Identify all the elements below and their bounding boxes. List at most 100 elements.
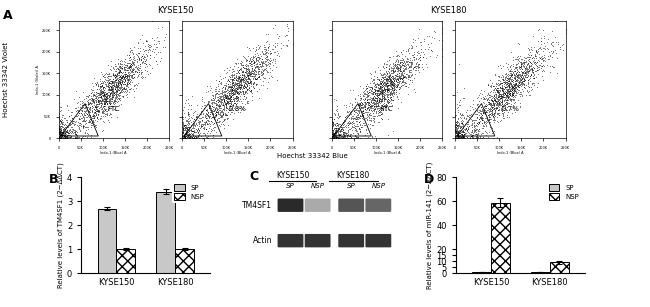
Point bbox=[106, 90, 116, 95]
Point bbox=[397, 78, 408, 83]
Point bbox=[227, 84, 237, 89]
Point bbox=[458, 135, 469, 140]
Point bbox=[509, 90, 519, 95]
Point bbox=[83, 92, 94, 97]
Point bbox=[492, 89, 502, 94]
Point bbox=[521, 56, 532, 61]
Point bbox=[491, 102, 502, 107]
Point bbox=[359, 106, 370, 111]
Point bbox=[146, 66, 157, 71]
Point bbox=[352, 119, 362, 124]
Point bbox=[60, 135, 71, 140]
Point bbox=[220, 100, 231, 105]
Point bbox=[385, 96, 395, 101]
Point bbox=[360, 100, 370, 105]
Point bbox=[66, 128, 77, 133]
Point bbox=[376, 103, 387, 107]
Point bbox=[62, 135, 72, 140]
Point bbox=[238, 76, 248, 81]
Point bbox=[377, 112, 387, 117]
Point bbox=[105, 102, 116, 107]
Point bbox=[109, 81, 120, 86]
Point bbox=[413, 57, 423, 62]
Point bbox=[181, 127, 191, 132]
Point bbox=[482, 103, 492, 107]
Point bbox=[333, 121, 343, 126]
Point bbox=[478, 108, 489, 113]
Point bbox=[113, 74, 124, 79]
Point bbox=[81, 124, 91, 129]
Point bbox=[79, 114, 89, 119]
Point bbox=[351, 107, 361, 111]
Point bbox=[383, 86, 393, 91]
Point bbox=[271, 64, 281, 69]
Point bbox=[102, 80, 112, 85]
Point bbox=[112, 84, 123, 89]
Point bbox=[362, 110, 372, 115]
Point bbox=[98, 104, 109, 109]
Point bbox=[121, 87, 131, 92]
Point bbox=[179, 122, 190, 127]
Point bbox=[189, 134, 200, 139]
Point bbox=[361, 110, 371, 115]
Point bbox=[214, 124, 225, 129]
Point bbox=[471, 132, 481, 137]
Point bbox=[56, 135, 66, 140]
Point bbox=[383, 87, 393, 92]
Point bbox=[521, 60, 531, 64]
Point bbox=[364, 87, 374, 92]
Point bbox=[209, 127, 219, 132]
Point bbox=[400, 72, 411, 76]
Point bbox=[369, 92, 380, 97]
Point bbox=[136, 33, 147, 38]
Point bbox=[525, 73, 536, 78]
Point bbox=[372, 111, 383, 115]
Point bbox=[504, 76, 514, 81]
Point bbox=[229, 78, 240, 83]
Point bbox=[389, 81, 399, 86]
Point bbox=[492, 100, 502, 105]
Point bbox=[480, 116, 490, 121]
Point bbox=[129, 56, 140, 61]
Point bbox=[371, 104, 382, 109]
Point bbox=[99, 99, 109, 104]
Point bbox=[252, 61, 262, 66]
Point bbox=[205, 121, 216, 126]
Point bbox=[88, 97, 98, 102]
Point bbox=[177, 134, 188, 139]
Point bbox=[488, 106, 499, 111]
Point bbox=[510, 87, 521, 92]
Point bbox=[497, 100, 508, 105]
Point bbox=[497, 98, 507, 103]
Point bbox=[385, 84, 396, 89]
Point bbox=[109, 83, 120, 88]
Point bbox=[410, 64, 420, 69]
Point bbox=[371, 93, 382, 98]
Point bbox=[512, 56, 523, 61]
Point bbox=[220, 101, 230, 106]
Point bbox=[131, 65, 142, 70]
Point bbox=[473, 134, 483, 139]
Point bbox=[224, 108, 235, 113]
Point bbox=[84, 104, 95, 109]
Point bbox=[508, 58, 518, 63]
Point bbox=[243, 68, 254, 73]
Text: KYSE180: KYSE180 bbox=[430, 6, 467, 15]
Point bbox=[183, 109, 194, 114]
Point bbox=[90, 103, 101, 107]
Point bbox=[251, 55, 261, 60]
Point bbox=[239, 86, 250, 91]
Point bbox=[185, 134, 196, 139]
Point bbox=[63, 128, 73, 133]
Bar bbox=[176, 249, 194, 273]
Point bbox=[99, 81, 110, 86]
Point bbox=[62, 125, 72, 130]
Point bbox=[198, 126, 209, 131]
Point bbox=[461, 126, 471, 131]
Point bbox=[376, 99, 387, 104]
Point bbox=[105, 92, 115, 97]
Point bbox=[129, 62, 139, 67]
Point bbox=[123, 72, 133, 77]
Point bbox=[90, 81, 101, 86]
Point bbox=[246, 55, 257, 60]
